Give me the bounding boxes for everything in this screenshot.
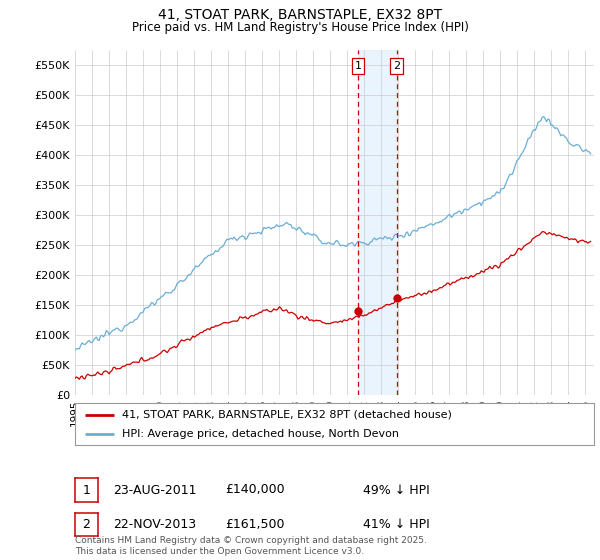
Text: 2: 2	[393, 60, 400, 71]
Text: 41, STOAT PARK, BARNSTAPLE, EX32 8PT: 41, STOAT PARK, BARNSTAPLE, EX32 8PT	[158, 8, 442, 22]
Text: Contains HM Land Registry data © Crown copyright and database right 2025.
This d: Contains HM Land Registry data © Crown c…	[75, 536, 427, 556]
Text: 49% ↓ HPI: 49% ↓ HPI	[363, 483, 430, 497]
Text: HPI: Average price, detached house, North Devon: HPI: Average price, detached house, Nort…	[122, 429, 399, 439]
Text: 2: 2	[82, 518, 91, 531]
Text: £140,000: £140,000	[225, 483, 284, 497]
Text: 1: 1	[82, 483, 91, 497]
Text: 23-AUG-2011: 23-AUG-2011	[113, 483, 196, 497]
Text: 41, STOAT PARK, BARNSTAPLE, EX32 8PT (detached house): 41, STOAT PARK, BARNSTAPLE, EX32 8PT (de…	[122, 409, 452, 419]
Text: 41% ↓ HPI: 41% ↓ HPI	[363, 518, 430, 531]
Text: 22-NOV-2013: 22-NOV-2013	[113, 518, 196, 531]
Text: Price paid vs. HM Land Registry's House Price Index (HPI): Price paid vs. HM Land Registry's House …	[131, 21, 469, 34]
Text: £161,500: £161,500	[225, 518, 284, 531]
Text: 1: 1	[355, 60, 362, 71]
Bar	[358, 50, 397, 395]
